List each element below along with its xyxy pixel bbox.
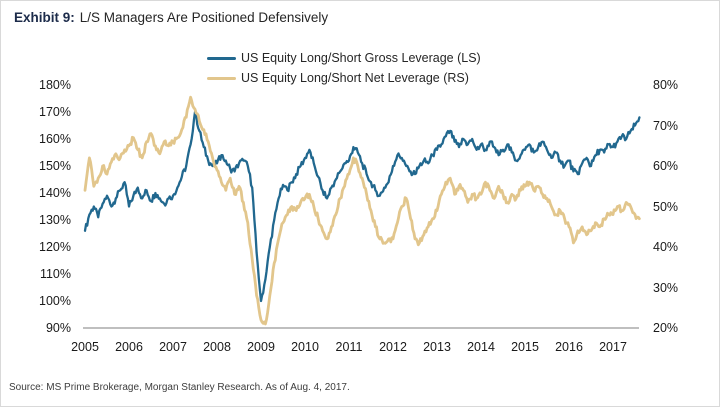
gross-leverage-line-swatch xyxy=(207,56,236,60)
left-axis-tick: 150% xyxy=(39,159,71,173)
right-axis-tick: 50% xyxy=(653,199,679,214)
legend-item-gross-leverage: US Equity Long/Short Gross Leverage (LS) xyxy=(207,48,481,68)
left-axis-tick: 160% xyxy=(39,132,71,146)
right-axis-tick: 40% xyxy=(653,240,679,254)
exhibit-label: Exhibit 9: xyxy=(14,10,75,25)
legend-item-net-leverage: US Equity Long/Short Net Leverage (RS) xyxy=(207,68,481,88)
net-leverage-line-swatch xyxy=(207,76,236,80)
x-axis-tick: 2016 xyxy=(555,340,583,354)
gross-leverage-line xyxy=(83,110,641,303)
left-axis-tick: 90% xyxy=(45,321,71,335)
left-axis-tick: 140% xyxy=(39,186,71,200)
x-axis-tick: 2007 xyxy=(159,340,187,354)
left-axis-tick: 170% xyxy=(39,105,71,119)
x-axis-tick: 2005 xyxy=(71,340,99,354)
right-axis-tick: 80% xyxy=(653,78,679,92)
x-axis-tick: 2012 xyxy=(379,340,407,354)
x-axis-tick: 2011 xyxy=(335,340,363,354)
x-axis-tick: 2006 xyxy=(115,340,143,354)
source-note: Source: MS Prime Brokerage, Morgan Stanl… xyxy=(9,382,350,393)
chart-legend: US Equity Long/Short Gross Leverage (LS)… xyxy=(207,48,481,88)
right-axis-tick: 30% xyxy=(653,280,679,295)
x-axis-tick: 2015 xyxy=(511,340,539,354)
x-axis-tick: 2009 xyxy=(247,340,275,354)
exhibit-title-text: L/S Managers Are Positioned Defensively xyxy=(79,10,329,25)
exhibit-title: Exhibit 9: L/S Managers Are Positioned De… xyxy=(14,10,328,25)
legend-label-net-leverage: US Equity Long/Short Net Leverage (RS) xyxy=(241,71,469,85)
left-axis-tick: 180% xyxy=(39,78,71,92)
left-axis-tick: 120% xyxy=(39,240,71,254)
x-axis-tick: 2008 xyxy=(203,340,231,354)
x-axis-tick: 2010 xyxy=(291,340,319,354)
right-axis-tick: 70% xyxy=(653,118,679,133)
x-axis-tick: 2017 xyxy=(599,340,627,354)
left-axis-tick: 100% xyxy=(39,294,71,308)
right-axis-tick: 20% xyxy=(653,321,679,335)
right-axis-tick: 60% xyxy=(653,159,679,173)
net-leverage-line xyxy=(83,95,641,326)
left-axis-tick: 130% xyxy=(39,213,71,227)
left-axis-tick: 110% xyxy=(39,267,71,281)
x-axis-tick: 2014 xyxy=(467,340,495,354)
legend-label-gross-leverage: US Equity Long/Short Gross Leverage (LS) xyxy=(241,51,481,65)
x-axis-tick: 2013 xyxy=(423,340,451,354)
